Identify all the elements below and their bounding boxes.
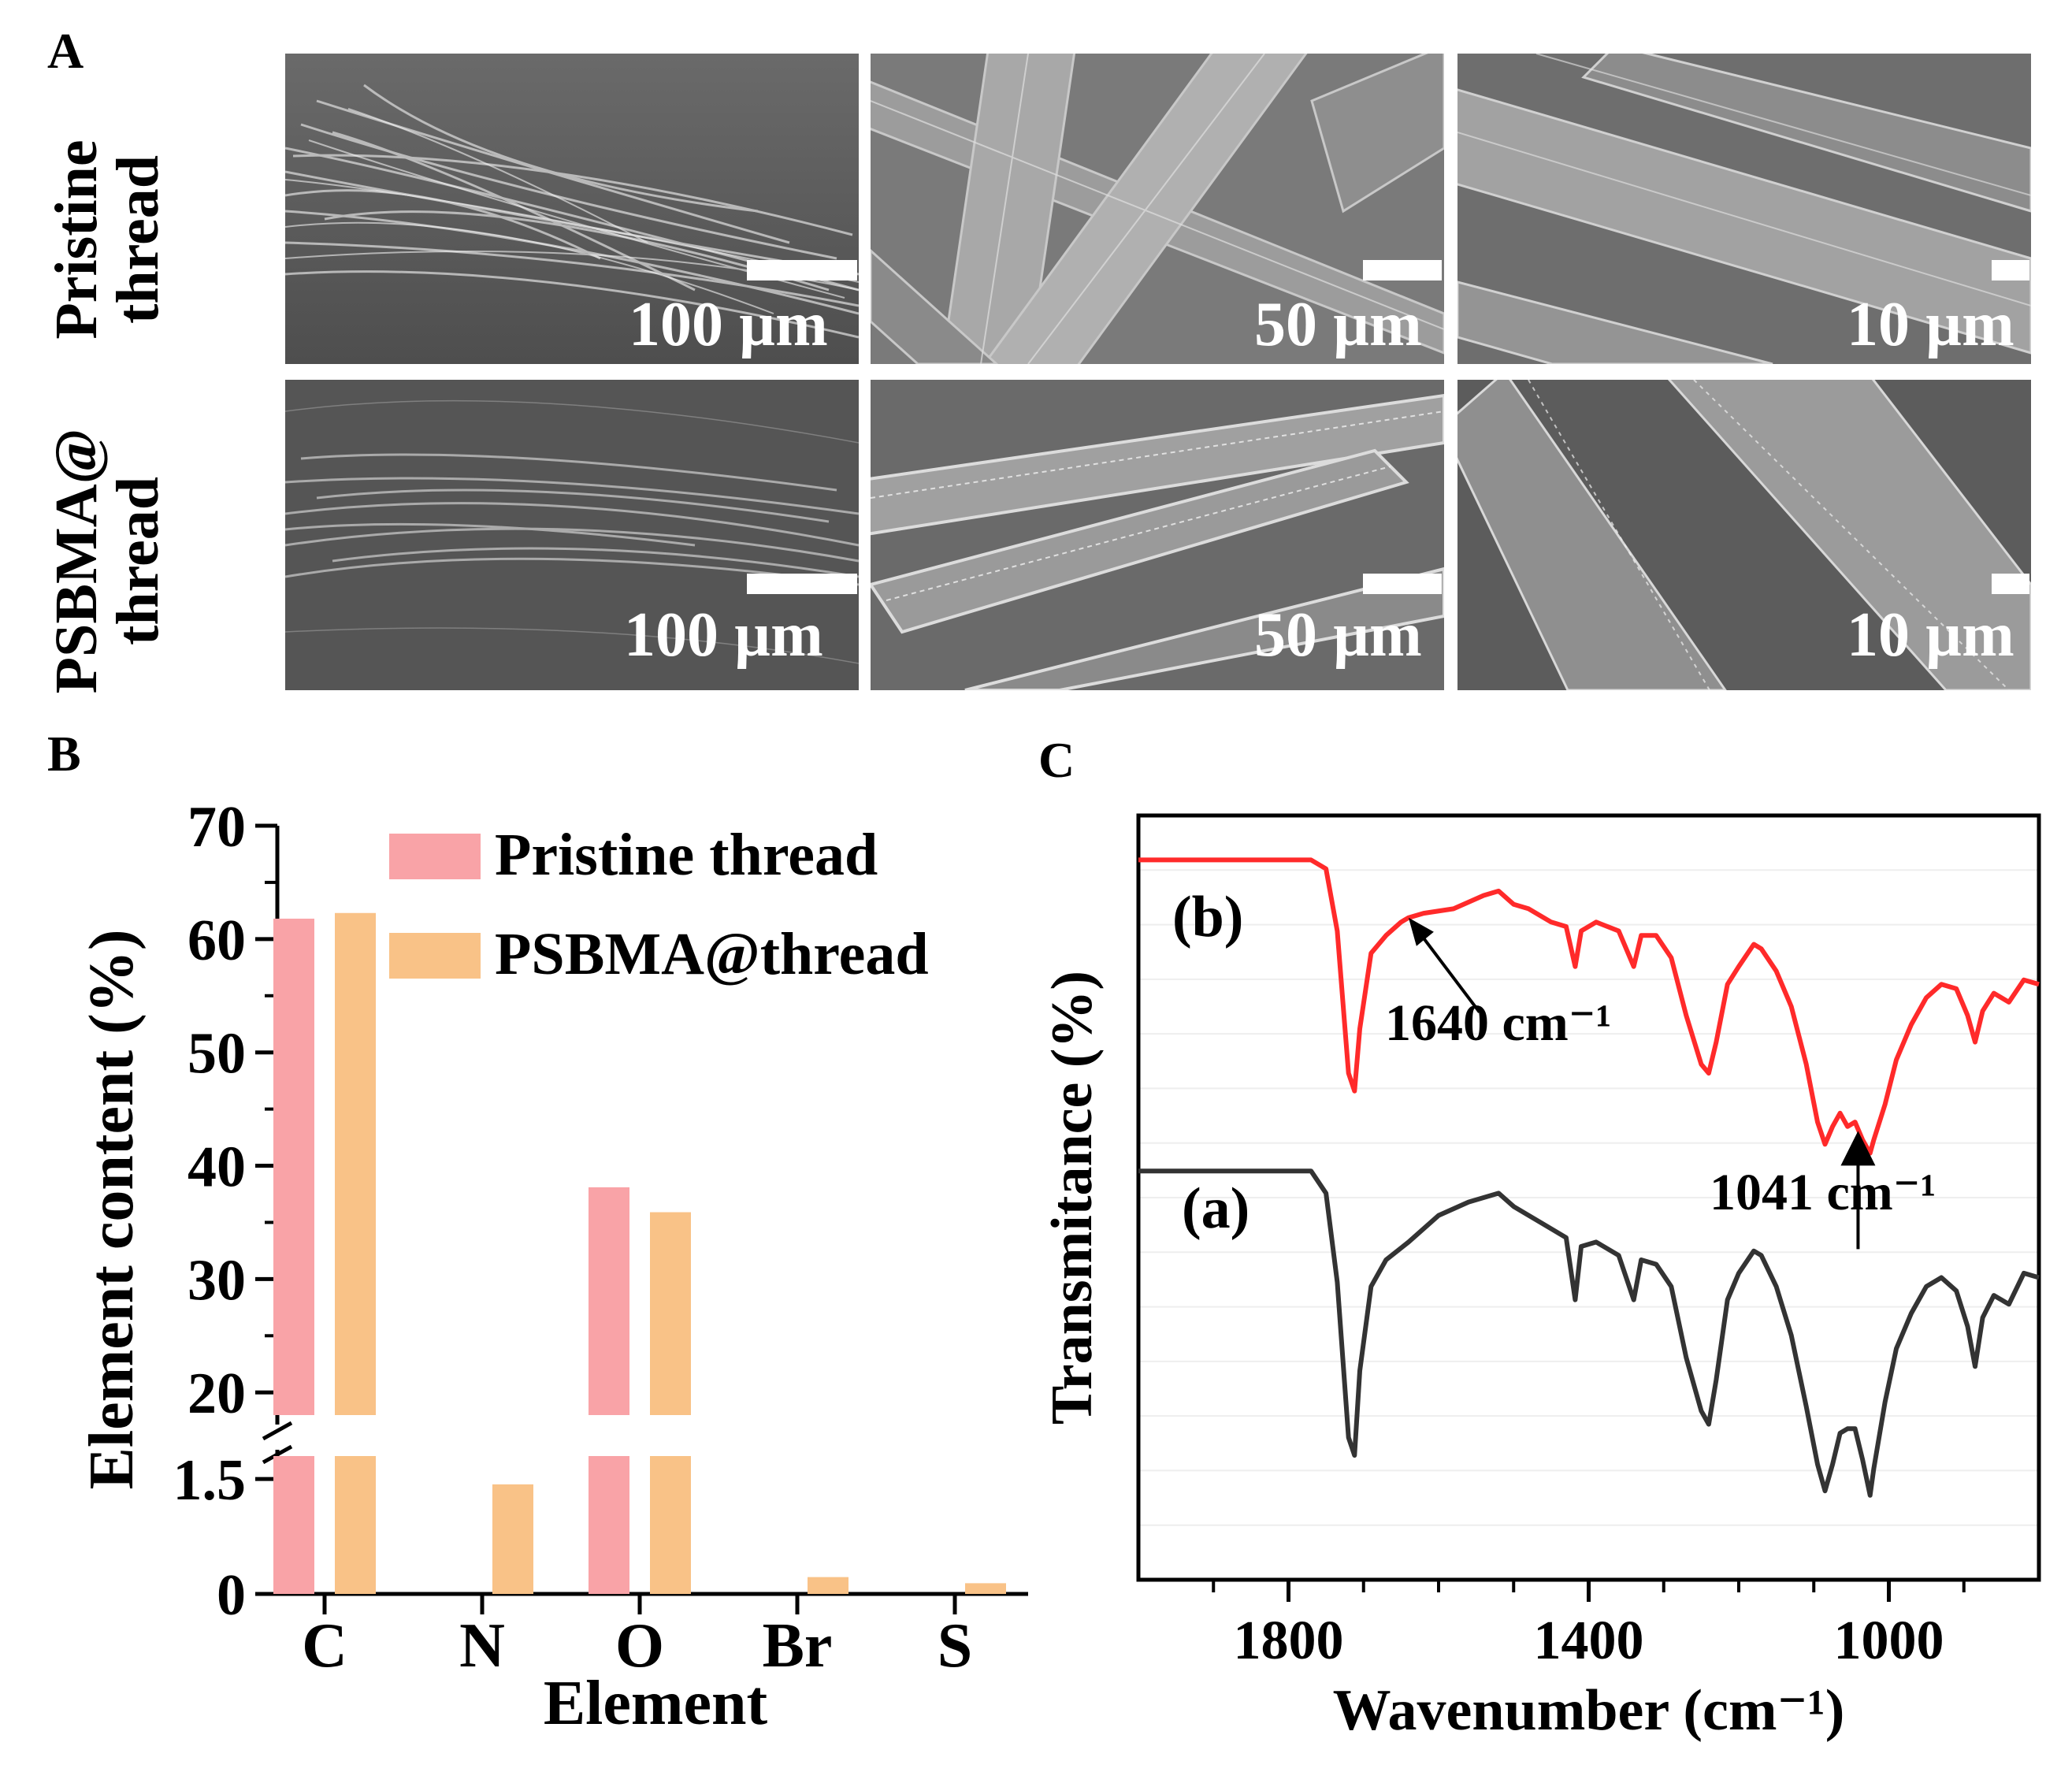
y-tick-label: 20 [188,1362,246,1426]
legend-swatch-pristine [389,834,481,879]
bar-c-pristine-upper [273,918,314,1415]
y-tick-label: 0 [217,1563,246,1628]
annotation-arrowhead-1640 [1408,917,1434,946]
axis-break-mark [262,1444,293,1465]
bar-c-psbma-upper [335,912,376,1415]
scale-bar-psbma-low [747,574,857,594]
series-label-a: (a) [1182,1176,1250,1241]
annotation-arrow-1640 [1415,927,1481,1013]
bar-s-psbma [965,1583,1006,1594]
y-tick-label: 40 [188,1135,246,1200]
panel-label-c: C [1038,732,1075,788]
bar-o-psbma-upper [650,1212,691,1415]
scale-label-psbma-high: 10 µm [1847,600,2014,670]
legend-swatch-psbma [389,933,481,979]
panel-label-a: A [47,23,84,79]
x-tick-label: S [938,1611,973,1681]
spectrum-line-a [1138,1168,2040,1498]
scale-bar-psbma-mid [1363,574,1442,594]
x-axis-title: Element [544,1669,768,1738]
sem-texture [871,54,1444,364]
bar-c-psbma-lower [335,1456,376,1594]
sem-texture [1457,380,2031,690]
bar-o-pristine-upper [589,1187,629,1415]
scale-label-pristine-mid: 50 µm [1254,290,1422,359]
sem-image-psbma-low [285,380,859,690]
bar-o-pristine-lower [589,1456,629,1594]
panel-label-b: B [47,726,81,782]
sem-image-pristine-low [285,54,859,364]
spectrum-line-b [1138,857,2040,1156]
annotation-label-1640: 1640 cm⁻¹ [1385,994,1611,1052]
plot-frame [1136,813,2041,1582]
sem-image-psbma-mid [871,380,1444,690]
legend-label-psbma: PSBMA@thread [495,921,929,987]
bar-br-psbma [808,1577,848,1594]
sem-texture [285,380,859,690]
sem-image-pristine-mid [871,54,1444,364]
bar-o-psbma-lower [650,1456,691,1594]
y-axis-title: Element content (%) [77,930,147,1490]
sem-texture [285,54,859,364]
x-axis-title: Wavenumber (cm⁻¹) [1333,1678,1845,1743]
x-tick-label: 1000 [1834,1610,1944,1671]
axis-break-mark [262,1421,293,1441]
x-tick-label: 1400 [1534,1610,1644,1671]
scale-bar-pristine-high [1992,260,2029,280]
sem-texture [1457,54,2031,364]
scale-label-psbma-mid: 50 µm [1254,600,1422,670]
y-tick-label: 70 [188,795,246,860]
y-tick-label: 50 [188,1022,246,1087]
x-tick-label: 1800 [1234,1610,1344,1671]
bar-n-psbma [492,1484,533,1594]
y-tick-label: 1.5 [173,1448,247,1513]
scale-label-pristine-high: 10 µm [1847,290,2014,359]
scale-bar-pristine-low [747,260,857,280]
x-tick-label: O [615,1611,664,1681]
sem-image-pristine-high [1457,54,2031,364]
y-tick-label: 60 [188,908,246,973]
bar-chart-element-content: 0 1.5 20 30 40 50 60 70 C N O Br S Element Element con… [77,795,1028,1738]
scale-label-psbma-low: 100 µm [624,600,823,670]
y-tick-label: 30 [188,1248,246,1313]
x-tick-label: C [302,1611,347,1681]
annotation-arrowhead-1041 [1840,1131,1876,1166]
sem-image-psbma-high [1457,380,2031,690]
scale-bar-psbma-high [1992,574,2029,594]
legend-label-pristine: Pristine thread [495,822,878,888]
scale-label-pristine-low: 100 µm [629,290,828,359]
sem-texture [871,380,1444,690]
y-axis-title: Transmitance (%) [1040,971,1105,1425]
scale-bar-pristine-mid [1363,260,1442,280]
annotation-label-1041: 1041 cm⁻¹ [1710,1164,1936,1221]
bar-c-pristine-lower [273,1456,314,1594]
x-tick-label: Br [763,1611,833,1681]
series-label-b: (b) [1172,885,1243,949]
x-tick-label: N [459,1611,505,1681]
